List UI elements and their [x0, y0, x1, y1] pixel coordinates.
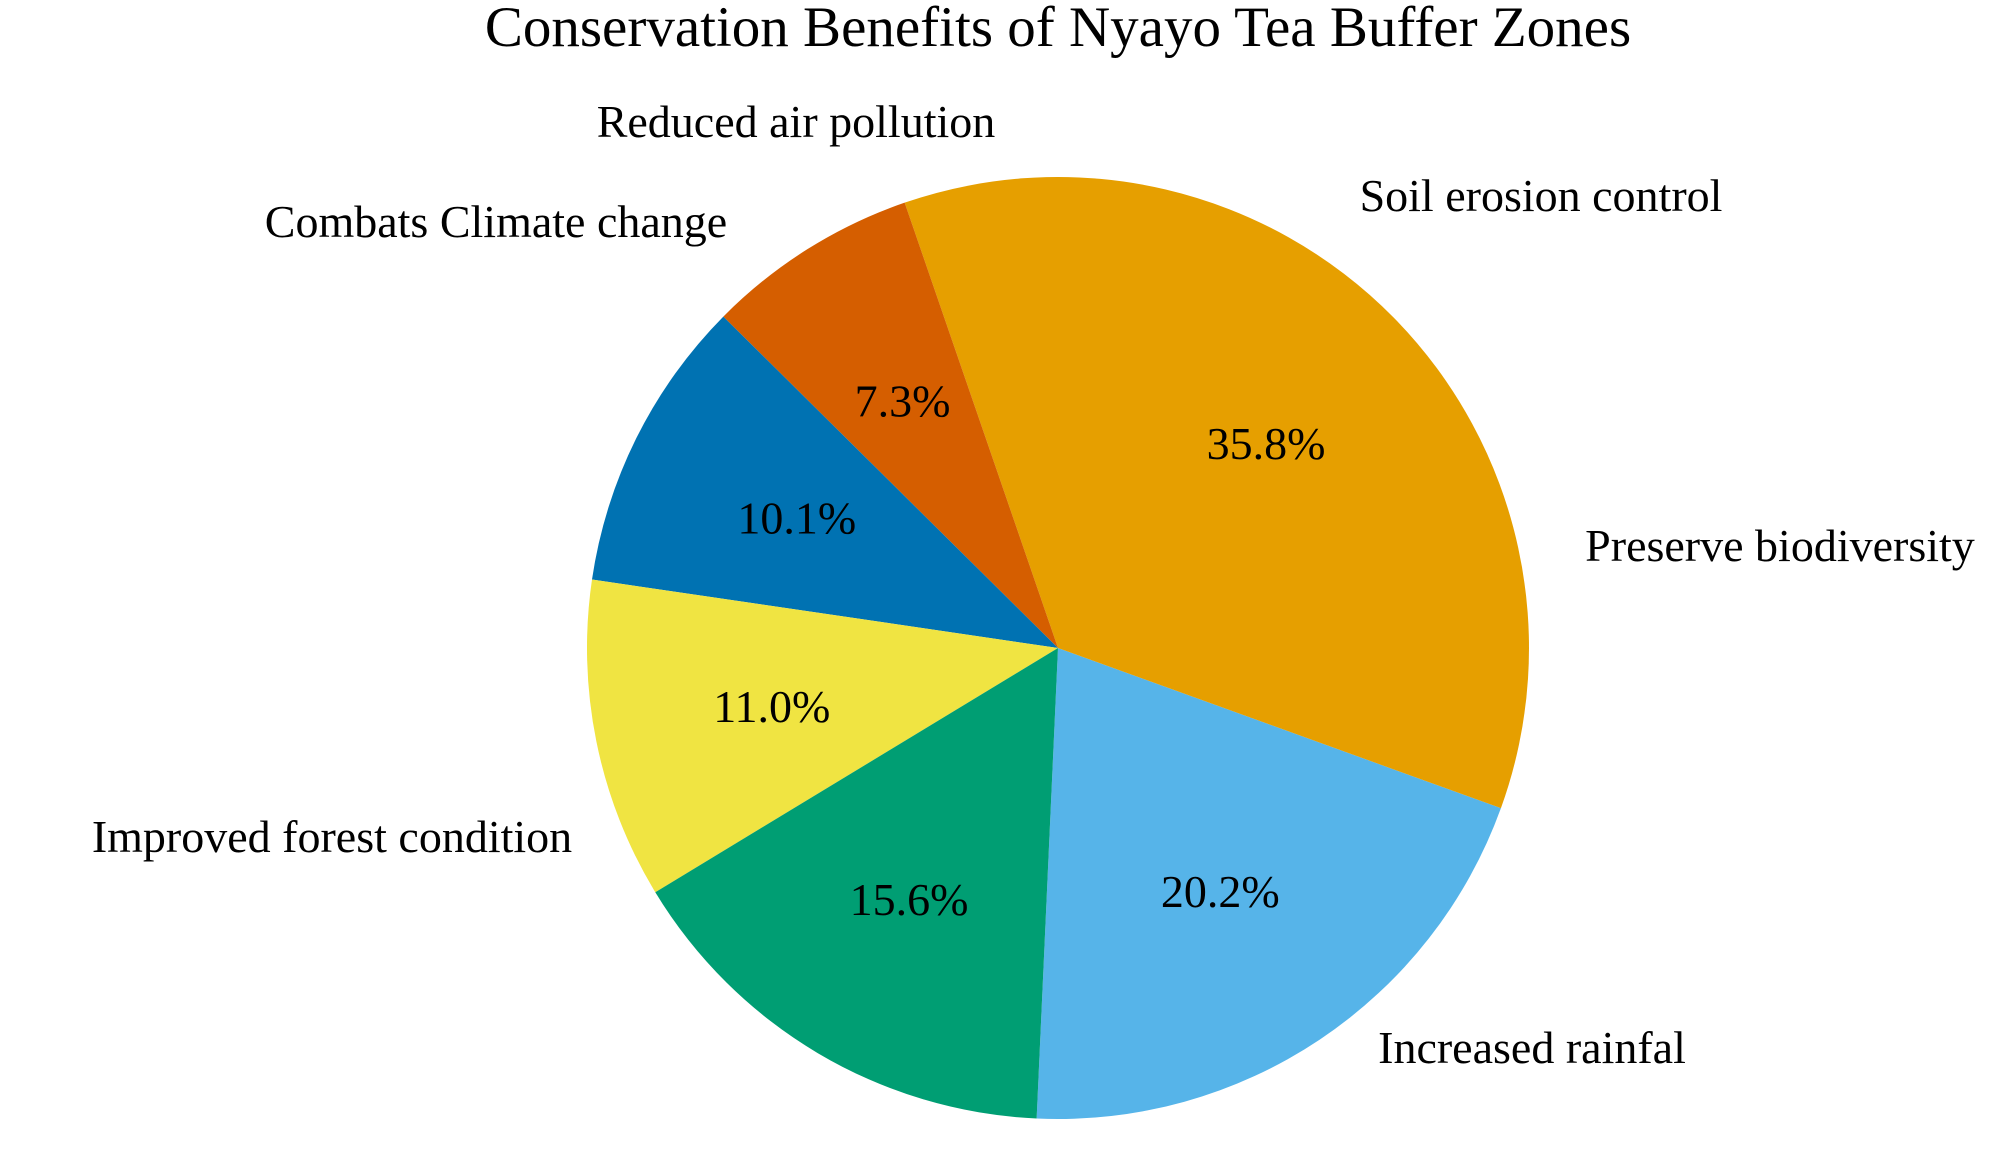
- category-labels: Increased rainfal Improved forest conditi…: [92, 96, 1975, 1073]
- slice-value-label: 7.3%: [855, 376, 951, 427]
- pie-slice: [1036, 648, 1501, 1120]
- slice-category-label: Reduced air pollution: [597, 96, 996, 147]
- pie-slice: [723, 202, 1058, 648]
- pie-slice: [655, 648, 1058, 1119]
- slice-category-label: Soil erosion control: [1360, 170, 1723, 221]
- pie-slice: [586, 579, 1058, 893]
- percentage-labels: 20.2% 35.8% 7.3% 10.1% 11.0% 15.6%: [713, 376, 1325, 925]
- slice-value-label: 10.1%: [737, 493, 856, 544]
- slice-value-label: 35.8%: [1207, 418, 1326, 469]
- pie-slice: [904, 177, 1529, 809]
- slice-value-label: 15.6%: [850, 874, 969, 925]
- slice-category-label: Preserve biodiversity: [1585, 520, 1975, 571]
- slice-category-label: Combats Climate change: [265, 196, 727, 247]
- pie-slices: [586, 177, 1529, 1120]
- slice-value-label: 20.2%: [1161, 866, 1280, 917]
- slice-value-label: 11.0%: [713, 681, 830, 732]
- chart-title: Conservation Benefits of Nyayo Tea Buffe…: [485, 0, 1631, 59]
- slice-category-label: Improved forest condition: [92, 811, 572, 862]
- pie-slice: [592, 316, 1058, 648]
- slice-category-label: Increased rainfal: [1378, 1022, 1686, 1073]
